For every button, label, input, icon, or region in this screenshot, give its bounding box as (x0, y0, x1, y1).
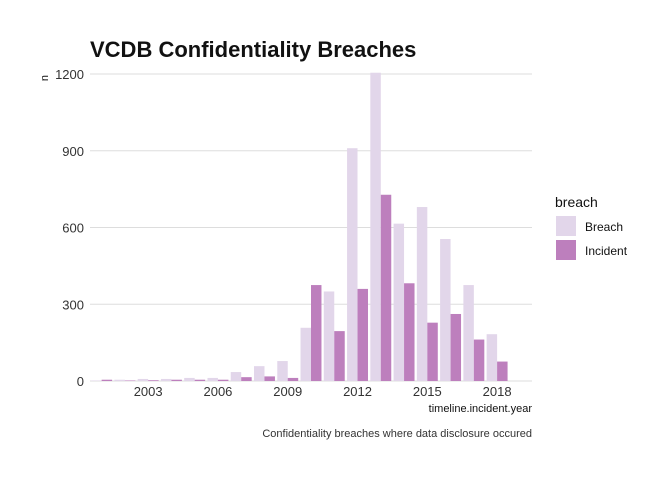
bar-incident-2003 (148, 380, 159, 381)
bar-incident-2002 (124, 380, 136, 381)
y-axis-label: n (39, 75, 51, 81)
x-tick-label: 2006 (203, 384, 232, 399)
bar-incident-2018 (497, 361, 508, 381)
x-tick-label: 2003 (134, 384, 163, 399)
bar-breach-2018 (486, 334, 498, 381)
legend-title: breach (555, 194, 598, 210)
legend-label-incident: Incident (585, 244, 628, 258)
bar-incident-2014 (404, 283, 415, 381)
bar-incident-2010 (311, 285, 322, 381)
legend-key-breach (556, 216, 576, 236)
x-tick-label: 2015 (413, 384, 442, 399)
x-axis-label: timeline.incident.year (429, 403, 533, 415)
bar-incident-2016 (450, 313, 462, 381)
bars (91, 72, 508, 382)
y-tick-label: 0 (77, 374, 84, 389)
bar-incident-2006 (217, 379, 229, 381)
bar-breach-2015 (416, 207, 428, 381)
legend-label-breach: Breach (585, 220, 623, 234)
bar-breach-2004 (160, 378, 172, 381)
chart-caption: Confidentiality breaches where data disc… (262, 428, 532, 440)
bar-incident-2012 (357, 288, 368, 381)
bar-incident-2005 (194, 379, 206, 381)
bar-breach-2007 (230, 372, 242, 381)
bar-breach-2002 (114, 379, 125, 381)
legend-key-incident (556, 240, 576, 260)
bar-breach-2001 (91, 380, 102, 381)
bar-breach-2005 (184, 377, 195, 381)
x-tick-label: 2009 (273, 384, 302, 399)
bar-breach-2003 (137, 378, 149, 381)
bar-breach-2006 (207, 377, 218, 381)
bar-incident-2013 (380, 194, 392, 381)
chart-title: VCDB Confidentiality Breaches (90, 37, 416, 62)
bar-breach-2012 (347, 148, 358, 381)
bar-incident-2001 (101, 379, 113, 381)
bar-breach-2010 (300, 327, 311, 381)
bar-breach-2014 (393, 223, 405, 381)
bar-incident-2015 (427, 322, 438, 381)
bar-breach-2008 (254, 366, 265, 381)
y-tick-label: 1200 (55, 67, 84, 82)
y-axis-ticks: 0 300 600 900 1200 (55, 67, 84, 389)
legend: breach Breach Incident (555, 194, 628, 260)
bar-incident-2011 (334, 331, 345, 381)
y-tick-label: 900 (62, 144, 84, 159)
bar-breach-2017 (463, 285, 474, 381)
bar-breach-2016 (440, 239, 451, 381)
bar-breach-2009 (277, 361, 288, 381)
bar-incident-2009 (287, 377, 299, 381)
y-tick-label: 600 (62, 221, 84, 236)
bar-incident-2017 (473, 339, 485, 381)
bar-incident-2007 (241, 377, 252, 381)
bar-breach-2011 (323, 291, 335, 381)
y-tick-label: 300 (62, 297, 84, 312)
x-axis-ticks: 2003 2006 2009 2012 2015 2018 (134, 384, 512, 399)
x-tick-label: 2018 (483, 384, 512, 399)
bar-breach-2013 (370, 72, 381, 382)
bar-incident-2004 (171, 379, 182, 381)
bar-incident-2008 (264, 376, 275, 381)
x-tick-label: 2012 (343, 384, 372, 399)
